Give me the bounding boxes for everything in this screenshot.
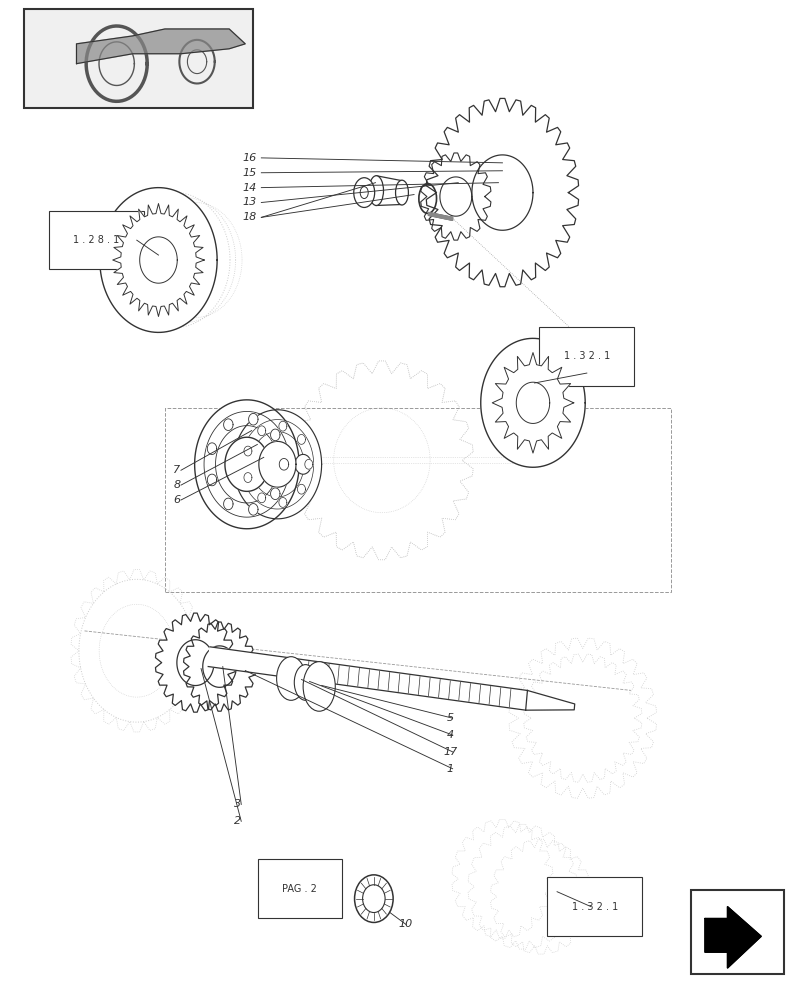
Polygon shape [259,441,296,487]
Text: 1: 1 [446,764,453,774]
Polygon shape [225,437,268,491]
Text: 13: 13 [242,197,256,207]
Text: 11: 11 [138,282,152,292]
Ellipse shape [395,180,408,205]
Polygon shape [248,413,258,425]
Polygon shape [480,338,585,467]
Polygon shape [491,353,573,453]
Polygon shape [139,237,177,283]
Polygon shape [516,382,549,423]
Text: 7: 7 [174,465,180,475]
Polygon shape [704,907,760,968]
Polygon shape [279,458,288,470]
Polygon shape [100,188,217,332]
Text: 8: 8 [174,480,180,490]
Polygon shape [278,498,286,507]
Text: 1 . 2 8 . 1: 1 . 2 8 . 1 [73,235,119,245]
Polygon shape [304,459,312,469]
Ellipse shape [294,454,311,474]
Polygon shape [270,429,280,441]
Polygon shape [270,488,280,500]
Text: 15: 15 [242,168,256,178]
Text: 6: 6 [174,495,180,505]
Text: 17: 17 [443,747,457,757]
Bar [690,890,783,974]
Text: 4: 4 [446,730,453,740]
Ellipse shape [368,176,383,205]
Polygon shape [428,212,452,220]
Text: 5: 5 [446,713,453,723]
Text: 9: 9 [586,369,594,379]
Ellipse shape [360,187,367,199]
Polygon shape [195,400,298,529]
Polygon shape [248,504,258,515]
Polygon shape [76,29,245,64]
Polygon shape [525,690,574,710]
Text: 16: 16 [242,153,256,163]
Ellipse shape [354,178,374,207]
Polygon shape [223,498,233,510]
Polygon shape [233,410,321,519]
Polygon shape [297,484,305,494]
Polygon shape [243,446,251,456]
Ellipse shape [363,885,384,913]
Polygon shape [208,647,527,710]
Text: 2: 2 [234,816,241,826]
Text: 18: 18 [242,212,256,222]
Ellipse shape [294,665,316,700]
Text: 1 . 3 2 . 1: 1 . 3 2 . 1 [563,351,609,361]
Polygon shape [257,426,265,436]
Polygon shape [155,613,235,712]
Ellipse shape [277,657,305,700]
Polygon shape [207,443,217,454]
Text: 1 . 3 2 . 1: 1 . 3 2 . 1 [571,902,617,912]
Text: 3: 3 [234,799,241,809]
Polygon shape [207,474,217,486]
Polygon shape [420,153,491,240]
Polygon shape [113,204,204,316]
Text: 12: 12 [583,341,597,351]
Text: PAG . 2: PAG . 2 [282,884,317,894]
Polygon shape [183,622,255,711]
Ellipse shape [303,662,335,711]
Polygon shape [278,421,286,431]
Bar [165,408,671,592]
Polygon shape [375,176,401,205]
Polygon shape [426,98,578,287]
Text: 14: 14 [242,183,256,193]
Polygon shape [243,473,251,482]
Bar [24,9,253,108]
Polygon shape [223,419,233,430]
Polygon shape [297,434,305,444]
Ellipse shape [354,875,393,922]
Polygon shape [257,493,265,503]
Text: 10: 10 [398,919,413,929]
